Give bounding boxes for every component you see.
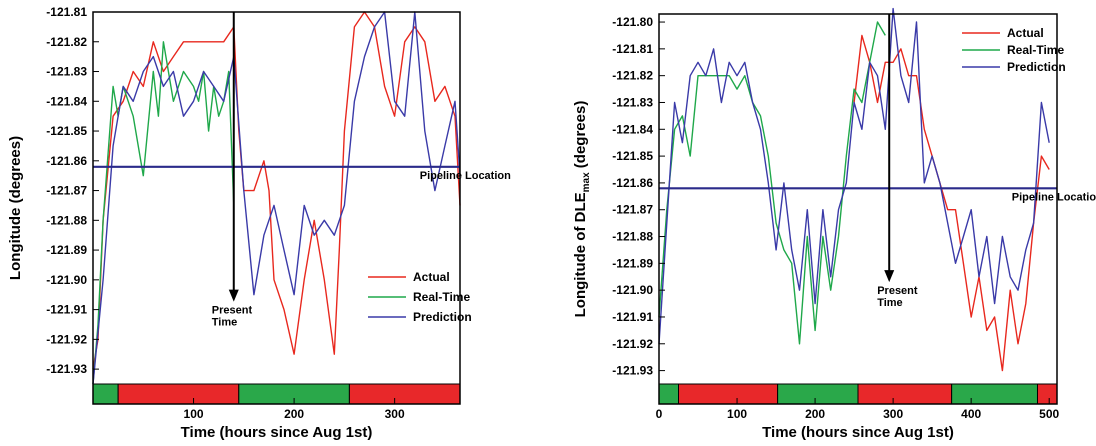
y-tick-label: -121.89 [46, 243, 87, 257]
pipeline-location-label: Pipeline Location [1012, 191, 1096, 203]
y-tick-label: -121.83 [612, 95, 653, 109]
legend-label: Real-Time [413, 290, 470, 304]
y-tick-label: -121.91 [46, 303, 87, 317]
present-time-label: Present [877, 285, 918, 297]
y-tick-label: -121.86 [612, 176, 653, 190]
legend-label: Actual [1007, 26, 1044, 40]
present-time-label: Present [212, 305, 253, 317]
y-tick-label: -121.90 [46, 273, 87, 287]
left-chart: -121.81 -121.82 -121.83 -121.84 -121.85 -121.… [7, 5, 511, 441]
y-tick-label: -121.87 [46, 184, 87, 198]
legend-label: Prediction [413, 310, 472, 324]
plot-frame [92, 11, 461, 405]
y-tick-label: -121.84 [612, 122, 653, 136]
x-tick-label: 400 [961, 407, 981, 421]
x-tick-label: 100 [727, 407, 747, 421]
y-tick-label: -121.85 [46, 124, 87, 138]
x-axis-label: Time (hours since Aug 1st) [181, 424, 373, 441]
status-band-3 [857, 383, 953, 405]
legend-label: Prediction [1007, 60, 1066, 74]
x-tick-label: 300 [883, 407, 903, 421]
y-tick-label: -121.88 [612, 230, 653, 244]
x-tick-label: 100 [184, 407, 204, 421]
y-tick-label: -121.84 [46, 94, 87, 108]
series-line-real-time [92, 41, 235, 385]
y-tick-label: -121.82 [612, 69, 653, 83]
x-tick-label: 0 [656, 407, 663, 421]
y-axis-label: Longitude (degrees) [7, 136, 24, 280]
right-chart: -121.80 -121.81 -121.82 -121.83 -121.84 -121.… [572, 7, 1096, 441]
y-tick-label: -121.87 [612, 203, 653, 217]
x-tick-label: 500 [1039, 407, 1059, 421]
y-tick-label: -121.93 [46, 362, 87, 376]
y-tick-label: -121.83 [46, 65, 87, 79]
y-tick-label: -121.85 [612, 149, 653, 163]
y-tick-label: -121.88 [46, 213, 87, 227]
status-band-0 [92, 383, 119, 405]
y-tick-label: -121.82 [46, 35, 87, 49]
x-tick-label: 200 [284, 407, 304, 421]
series-line-actual [853, 34, 1050, 372]
y-axis-label: Longitude of DLEmax (degrees) [572, 101, 592, 318]
x-tick-label: 300 [385, 407, 405, 421]
status-band-1 [678, 383, 779, 405]
plot-frame [658, 13, 1058, 405]
present-time-label: Time [212, 317, 237, 329]
y-tick-label: -121.81 [46, 5, 87, 19]
status-band-5 [1036, 383, 1058, 405]
y-tick-label: -121.80 [612, 15, 653, 29]
series-line-real-time [658, 21, 886, 345]
y-tick-label: -121.81 [612, 42, 653, 56]
legend-label: Actual [413, 270, 450, 284]
y-tick-label: -121.89 [612, 256, 653, 270]
y-tick-label: -121.86 [46, 154, 87, 168]
y-tick-label: -121.92 [612, 337, 653, 351]
series-line-prediction [658, 7, 1050, 344]
y-tick-label: -121.93 [612, 364, 653, 378]
x-tick-label: 200 [805, 407, 825, 421]
y-tick-label: -121.90 [612, 283, 653, 297]
status-band-3 [348, 383, 461, 405]
series-line-prediction [92, 11, 461, 385]
status-band-4 [951, 383, 1038, 405]
pipeline-location-label: Pipeline Location [420, 170, 511, 182]
present-time-arrowhead [228, 289, 239, 302]
y-tick-label: -121.91 [612, 310, 653, 324]
status-band-2 [777, 383, 859, 405]
y-tick-label: -121.92 [46, 332, 87, 346]
legend-label: Real-Time [1007, 43, 1064, 57]
status-band-1 [117, 383, 240, 405]
present-time-label: Time [877, 297, 902, 309]
x-axis-label: Time (hours since Aug 1st) [762, 424, 954, 441]
status-band-0 [658, 383, 680, 405]
present-time-arrowhead [884, 270, 895, 283]
